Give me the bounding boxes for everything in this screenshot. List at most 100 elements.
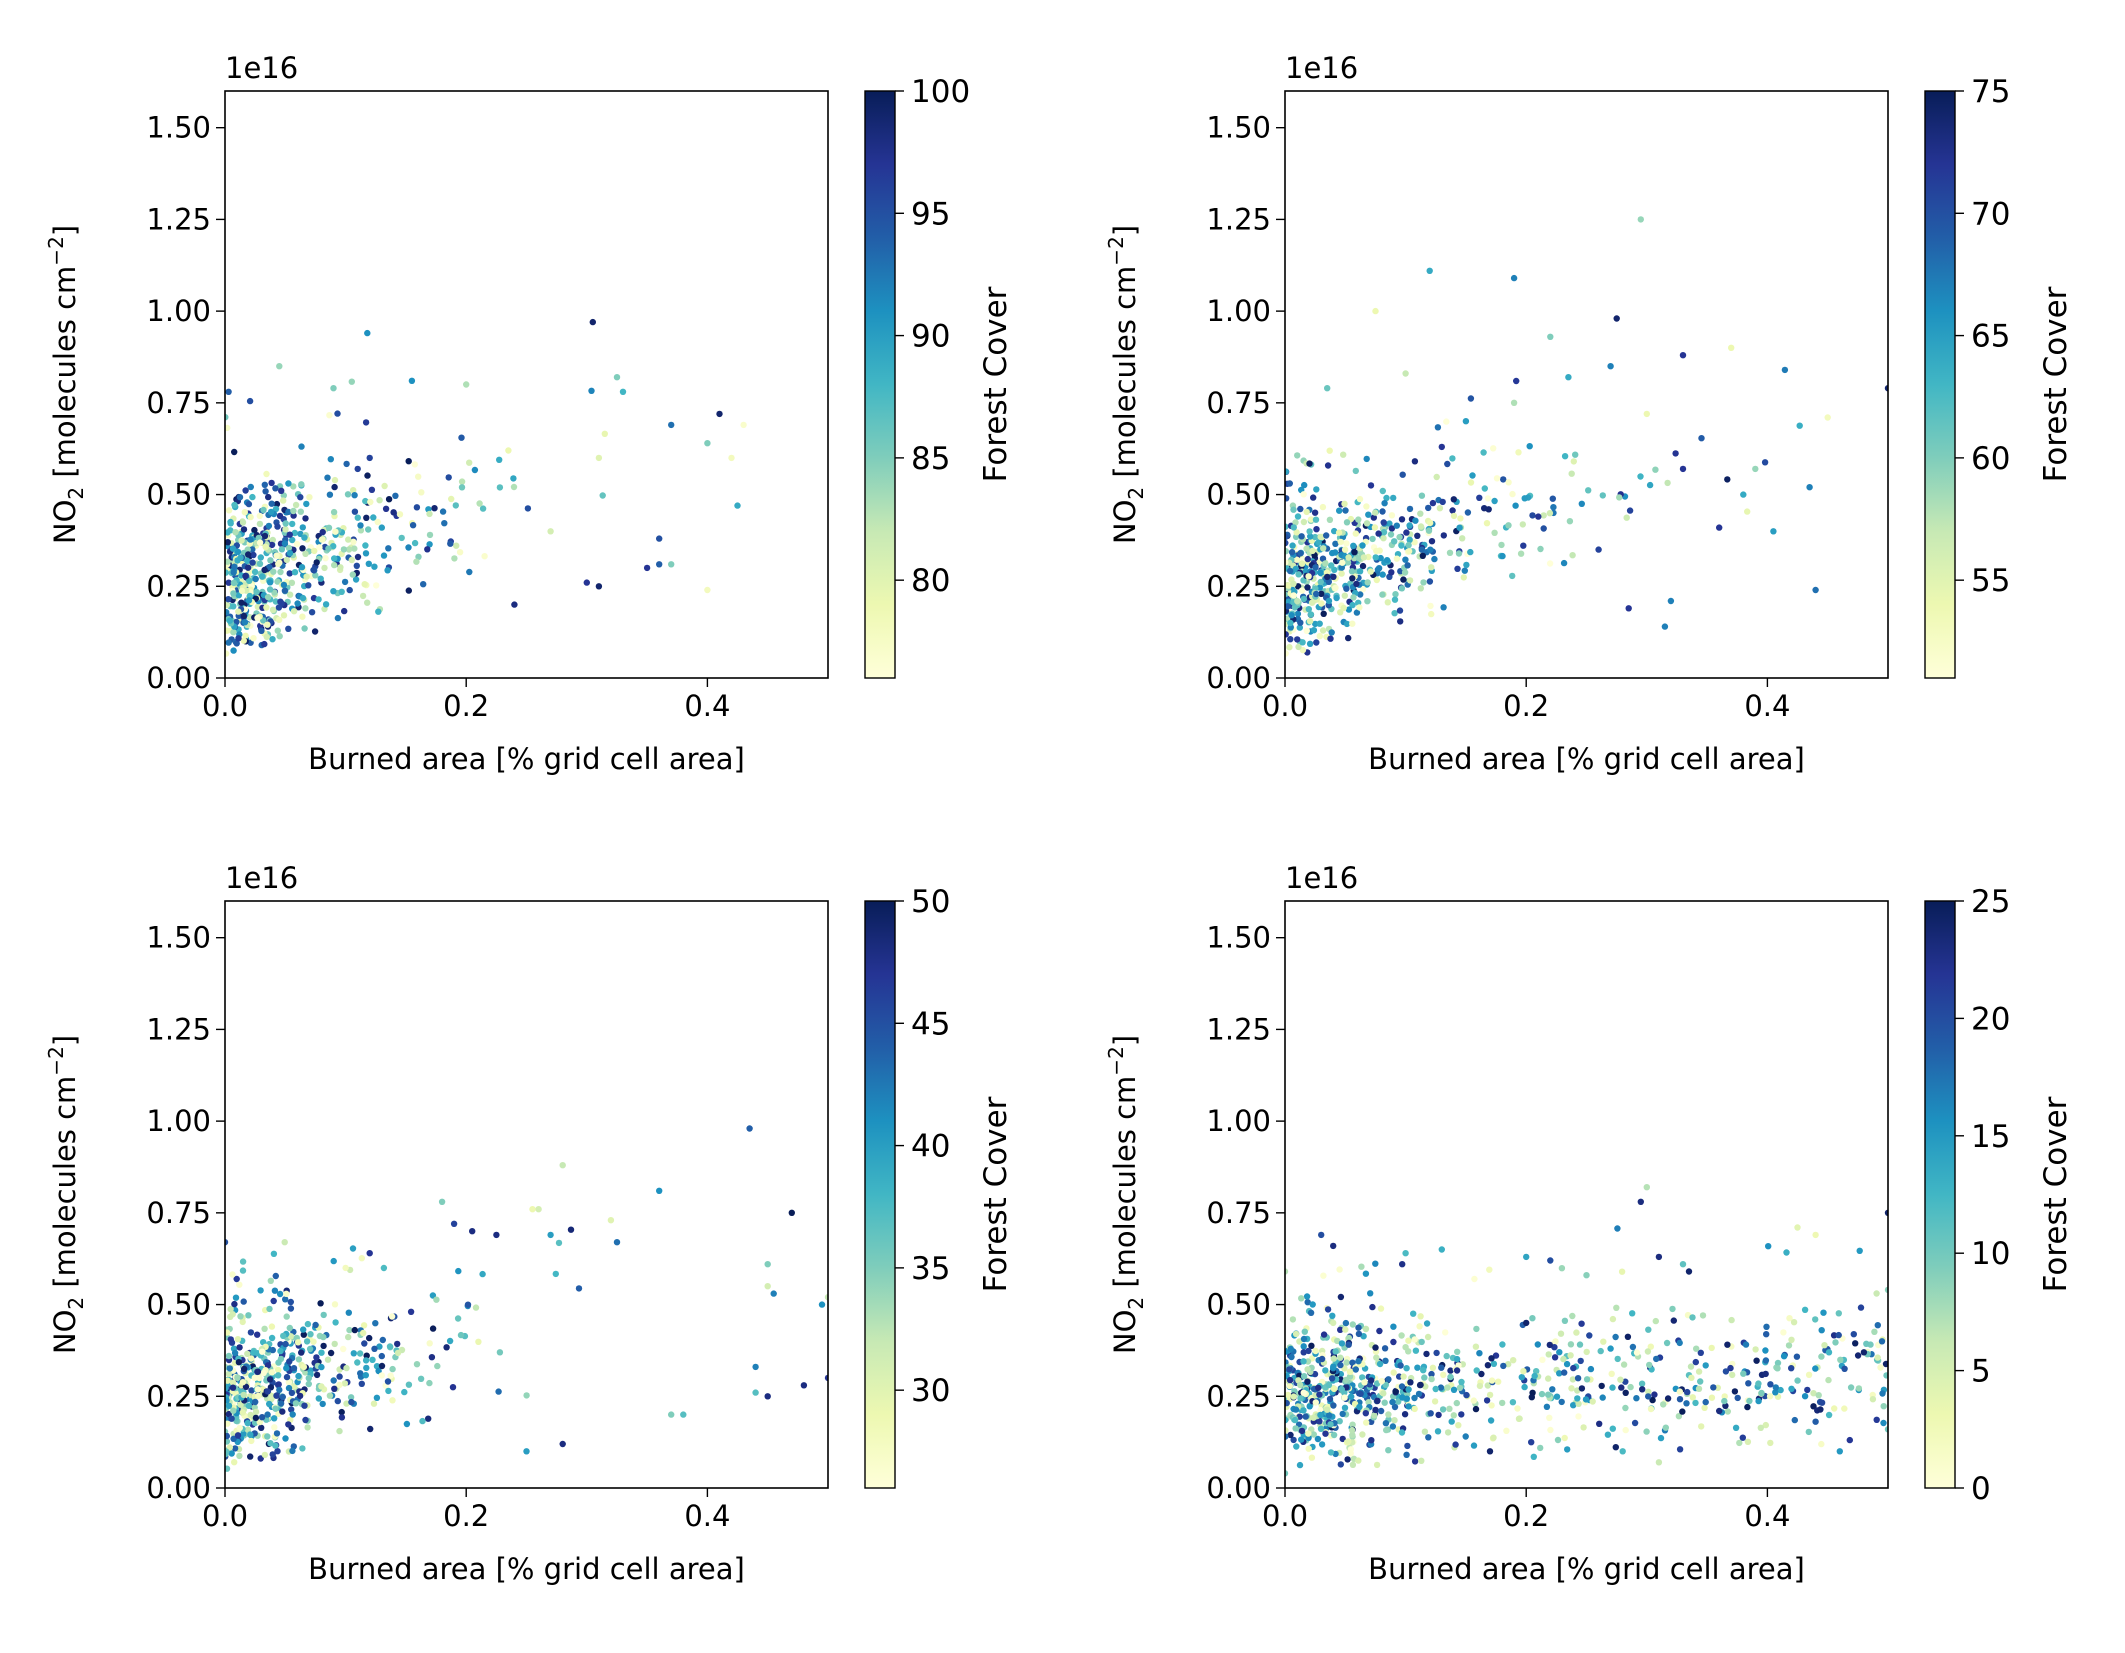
- scatter-point: [1783, 1249, 1790, 1256]
- scatter-point: [1286, 644, 1293, 651]
- scatter-point: [1300, 1358, 1307, 1365]
- scatter-point: [1453, 1399, 1461, 1407]
- scatter-point: [1287, 1431, 1294, 1439]
- scatter-point: [1437, 1384, 1445, 1391]
- scatter-point: [398, 534, 405, 542]
- scatter-point: [362, 550, 370, 557]
- x-tick-label: 0.4: [684, 1499, 730, 1533]
- scatter-point: [524, 505, 532, 512]
- scatter-point: [1627, 1383, 1634, 1391]
- scatter-point: [601, 430, 608, 437]
- scatter-point: [311, 547, 318, 555]
- scatter-point: [225, 1465, 231, 1472]
- scatter-point: [1297, 1395, 1304, 1402]
- scatter-point: [1728, 1316, 1735, 1324]
- scatter-point: [374, 518, 381, 526]
- scatter-point: [413, 504, 421, 511]
- scatter-point: [1303, 1293, 1311, 1300]
- scatter-point: [1294, 513, 1302, 520]
- scatter-point: [248, 1437, 255, 1445]
- scatter-point: [227, 1305, 234, 1313]
- scatter-point: [1397, 618, 1404, 625]
- scatter-point: [1570, 1364, 1577, 1372]
- scatter-point: [1426, 578, 1434, 585]
- scatter-point: [290, 507, 297, 515]
- scatter-point: [1402, 556, 1409, 563]
- scatter-point: [1761, 459, 1769, 466]
- scatter-point: [1617, 1376, 1624, 1383]
- x-tick-label: 0.2: [443, 689, 489, 723]
- scatter-point: [236, 1424, 243, 1432]
- scatter-point: [1476, 1350, 1483, 1357]
- scatter-point: [1288, 1353, 1295, 1361]
- scatter-point: [1300, 577, 1307, 584]
- scatter-point: [559, 1440, 566, 1448]
- colorbar-tick-label: 80: [911, 563, 950, 599]
- y-label-end: ]: [1108, 225, 1142, 236]
- scatter-point: [1618, 1384, 1625, 1391]
- scatter-point: [302, 550, 309, 557]
- scatter-point: [229, 1379, 237, 1386]
- colorbar-tick-label: 75: [1971, 74, 2010, 110]
- scatter-point: [1589, 1398, 1596, 1405]
- scatter-point: [387, 1372, 394, 1379]
- scatter-point: [1561, 1369, 1568, 1376]
- scatter-point: [1878, 1338, 1886, 1345]
- scatter-point: [431, 505, 438, 512]
- scatter-point: [1388, 512, 1396, 519]
- scatter-point: [1337, 538, 1345, 546]
- scatter-point: [390, 509, 397, 516]
- scatter-point: [447, 540, 454, 547]
- scatter-point: [547, 1231, 554, 1239]
- scatter-point: [1320, 1272, 1327, 1279]
- scatter-point: [259, 1348, 266, 1355]
- scatter-point: [1847, 1384, 1855, 1391]
- scatter-point: [1509, 572, 1516, 580]
- scatter-point: [283, 1365, 290, 1372]
- scatter-point: [1356, 495, 1364, 503]
- scatter-point: [273, 1430, 281, 1437]
- scatter-point: [250, 551, 257, 559]
- scatter-point: [1566, 518, 1574, 525]
- scatter-point: [1638, 1380, 1646, 1387]
- scatter-point: [704, 440, 711, 447]
- scatter-point: [264, 621, 271, 628]
- scatter-point: [1488, 1402, 1495, 1409]
- scatter-point: [1355, 1457, 1362, 1464]
- scatter-point: [1309, 1301, 1316, 1308]
- scatter-point: [1788, 1385, 1795, 1393]
- scatter-point: [381, 482, 388, 490]
- scatter-point: [298, 481, 305, 488]
- scatter-point: [535, 1206, 542, 1213]
- scatter-point: [1443, 418, 1450, 425]
- scatter-point: [1587, 1365, 1595, 1373]
- scatter-point: [1295, 643, 1302, 651]
- scatter-point: [288, 1389, 296, 1397]
- scatter-point: [1763, 1331, 1770, 1338]
- scatter-point: [225, 1352, 233, 1360]
- scatter-point: [505, 447, 512, 454]
- scatter-point: [1383, 1426, 1390, 1434]
- scatter-point: [1850, 1331, 1858, 1338]
- scatter-point: [1414, 1364, 1421, 1371]
- scatter-point: [364, 599, 371, 606]
- scatter-point: [1324, 1406, 1331, 1413]
- scatter-point: [1286, 1376, 1294, 1384]
- scatter-point: [1619, 1448, 1626, 1455]
- scatter-point: [552, 1270, 559, 1278]
- scatter-point: [1841, 1365, 1848, 1373]
- scatter-point: [1514, 1405, 1521, 1412]
- scatter-point: [1285, 548, 1289, 555]
- scatter-point: [1391, 1417, 1398, 1424]
- scatter-point: [245, 1402, 253, 1410]
- scatter-point: [267, 1277, 274, 1285]
- scatter-point: [336, 1427, 343, 1435]
- panel-2-offset-text: 1e16: [1285, 51, 1358, 85]
- y-label-superscript: −2: [44, 236, 68, 265]
- scatter-point: [280, 492, 287, 499]
- scatter-point: [1863, 1340, 1870, 1348]
- scatter-point: [1487, 1417, 1495, 1424]
- scatter-point: [365, 560, 372, 567]
- scatter-point: [1480, 449, 1487, 456]
- y-label-superscript: −2: [1104, 1046, 1128, 1075]
